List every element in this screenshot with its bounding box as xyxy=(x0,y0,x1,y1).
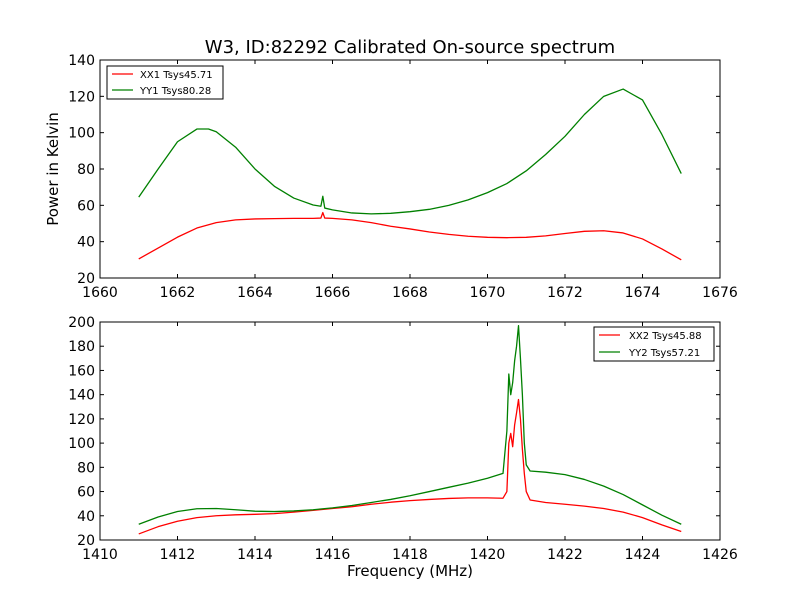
bottom-legend-label-xx2: XX2 Tsys45.88 xyxy=(629,331,702,342)
bottom-x-tick-label: 1410 xyxy=(82,547,118,563)
top-ticks-group: 1660 1662 1664 1666 1668 1670 1672 1674 1676 20 40… xyxy=(68,53,738,301)
bottom-x-tick-label: 1412 xyxy=(160,547,196,563)
top-y-tick-label: 20 xyxy=(77,271,95,287)
bottom-x-tick-label: 1416 xyxy=(315,547,351,563)
bottom-y-tick-label: 140 xyxy=(68,388,95,404)
bottom-x-tick-label: 1426 xyxy=(702,547,738,563)
bottom-legend: XX2 Tsys45.88 YY2 Tsys57.21 xyxy=(593,326,715,362)
top-x-tick-label: 1660 xyxy=(82,285,118,301)
bottom-x-tick-label: 1422 xyxy=(547,547,583,563)
top-x-tick-label: 1672 xyxy=(547,285,583,301)
top-x-tick-label: 1668 xyxy=(392,285,428,301)
bottom-x-tick-label: 1418 xyxy=(392,547,428,563)
bottom-x-tick-label: 1420 xyxy=(470,547,506,563)
bottom-panel: 1410 1412 1414 1416 1418 1420 1422 1424 1426 20 40… xyxy=(68,315,738,580)
bottom-y-tick-label: 200 xyxy=(68,315,95,331)
bottom-series-group xyxy=(138,324,682,535)
top-y-tick-label: 140 xyxy=(68,53,95,69)
top-series-line-0 xyxy=(138,211,682,261)
bottom-y-tick-label: 100 xyxy=(68,436,95,452)
top-legend-box xyxy=(106,65,224,100)
top-legend-label-yy1: YY1 Tsys80.28 xyxy=(139,86,211,97)
bottom-y-tick-label: 160 xyxy=(68,363,95,379)
top-y-tick-label: 80 xyxy=(77,162,95,178)
bottom-x-tick-label: 1424 xyxy=(625,547,661,563)
top-y-tick-label: 40 xyxy=(77,235,95,251)
top-plot-border xyxy=(99,59,721,279)
bottom-legend-label-yy2: YY2 Tsys57.21 xyxy=(628,348,700,359)
top-panel: W3, ID:82292 Calibrated On-source spectr… xyxy=(44,37,738,301)
bottom-x-tick-label: 1414 xyxy=(237,547,273,563)
bottom-y-tick-label: 60 xyxy=(77,485,95,501)
bottom-series-line-0 xyxy=(138,398,682,535)
bottom-ticks-group: 1410 1412 1414 1416 1418 1420 1422 1424 1426 20 40… xyxy=(68,315,738,563)
top-x-tick-label: 1662 xyxy=(160,285,196,301)
bottom-y-tick-label: 40 xyxy=(77,509,95,525)
top-legend: XX1 Tsys45.71 YY1 Tsys80.28 xyxy=(106,65,224,100)
top-x-tick-label: 1674 xyxy=(625,285,661,301)
bottom-series-line-1 xyxy=(138,324,682,525)
top-series-group xyxy=(138,88,682,261)
bottom-y-tick-label: 80 xyxy=(77,460,95,476)
top-x-tick-label: 1670 xyxy=(470,285,506,301)
bottom-y-tick-label: 20 xyxy=(77,533,95,549)
chart-title: W3, ID:82292 Calibrated On-source spectr… xyxy=(205,37,615,58)
bottom-plot-border xyxy=(99,321,721,541)
bottom-y-tick-label: 180 xyxy=(68,339,95,355)
top-y-tick-label: 120 xyxy=(68,89,95,105)
top-x-tick-label: 1664 xyxy=(237,285,273,301)
top-y-tick-label: 100 xyxy=(68,126,95,142)
bottom-x-axis-label: Frequency (MHz) xyxy=(347,562,473,580)
top-legend-label-xx1: XX1 Tsys45.71 xyxy=(140,70,213,81)
top-x-tick-label: 1676 xyxy=(702,285,738,301)
top-x-tick-label: 1666 xyxy=(315,285,351,301)
top-series-line-1 xyxy=(138,88,682,215)
bottom-legend-box xyxy=(593,326,715,362)
bottom-y-tick-label: 120 xyxy=(68,412,95,428)
top-y-tick-label: 60 xyxy=(77,198,95,214)
top-y-axis-label: Power in Kelvin xyxy=(44,112,62,226)
